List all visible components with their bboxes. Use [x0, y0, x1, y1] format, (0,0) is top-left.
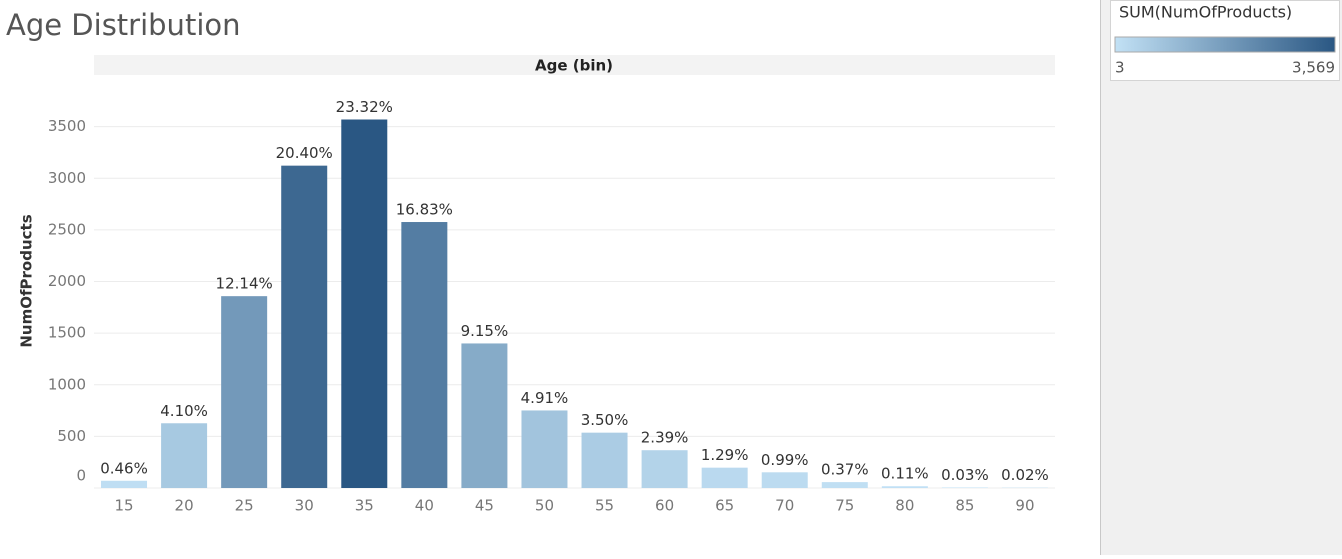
x-tick-label: 70: [775, 497, 794, 515]
y-tick-label: 1500: [48, 324, 86, 342]
bar: [702, 468, 748, 488]
value-label: 1.29%: [701, 446, 749, 464]
value-label: 0.99%: [761, 451, 809, 469]
value-label: 0.37%: [821, 461, 869, 479]
legend-min: 3: [1115, 59, 1125, 77]
x-tick-label: 85: [955, 497, 974, 515]
value-label: 0.03%: [941, 466, 989, 484]
value-label: 0.46%: [100, 459, 148, 477]
bar: [642, 450, 688, 488]
bar: [762, 472, 808, 488]
y-tick-label: 500: [57, 427, 86, 445]
x-tick-label: 75: [835, 497, 854, 515]
value-label: 23.32%: [336, 98, 393, 116]
x-tick-label: 15: [114, 497, 133, 515]
value-label: 0.02%: [1001, 466, 1049, 484]
value-label: 3.50%: [581, 411, 629, 429]
legend-title: SUM(NumOfProducts): [1119, 3, 1292, 22]
bar: [101, 481, 147, 488]
y-tick-label: 0: [76, 467, 86, 485]
x-tick-label: 50: [535, 497, 554, 515]
legend-max: 3,569: [1292, 59, 1335, 77]
y-axis-label: NumOfProducts: [18, 214, 36, 347]
side-panel: [1100, 0, 1342, 555]
x-tick-label: 65: [715, 497, 734, 515]
y-tick-label: 1000: [48, 375, 86, 393]
x-tick-label: 30: [295, 497, 314, 515]
x-tick-label: 20: [175, 497, 194, 515]
value-label: 9.15%: [461, 322, 509, 340]
x-tick-label: 55: [595, 497, 614, 515]
value-label: 2.39%: [641, 429, 689, 447]
bar: [161, 423, 207, 488]
value-label: 4.91%: [521, 389, 569, 407]
chart-title: Age Distribution: [6, 8, 241, 42]
bar: [582, 433, 628, 488]
x-tick-label: 80: [895, 497, 914, 515]
y-tick-label: 2000: [48, 272, 86, 290]
bar: [281, 166, 327, 488]
y-tick-label: 3500: [48, 117, 86, 135]
x-tick-label: 60: [655, 497, 674, 515]
x-tick-label: 90: [1015, 497, 1034, 515]
y-tick-label: 2500: [48, 220, 86, 238]
value-label: 20.40%: [276, 144, 333, 162]
bar: [822, 482, 868, 488]
bar: [221, 296, 267, 488]
legend-gradient: [1115, 37, 1335, 52]
value-label: 12.14%: [216, 275, 273, 293]
value-label: 0.11%: [881, 465, 929, 483]
x-tick-label: 45: [475, 497, 494, 515]
x-header: Age (bin): [535, 57, 613, 75]
bar: [341, 120, 387, 488]
bar: [942, 487, 988, 488]
bar: [521, 410, 567, 488]
x-tick-label: 40: [415, 497, 434, 515]
bar: [461, 343, 507, 488]
bar: [401, 222, 447, 488]
value-label: 16.83%: [396, 201, 453, 219]
bar: [882, 486, 928, 488]
value-label: 4.10%: [160, 402, 208, 420]
x-tick-label: 35: [355, 497, 374, 515]
y-tick-label: 3000: [48, 169, 86, 187]
x-tick-label: 25: [235, 497, 254, 515]
